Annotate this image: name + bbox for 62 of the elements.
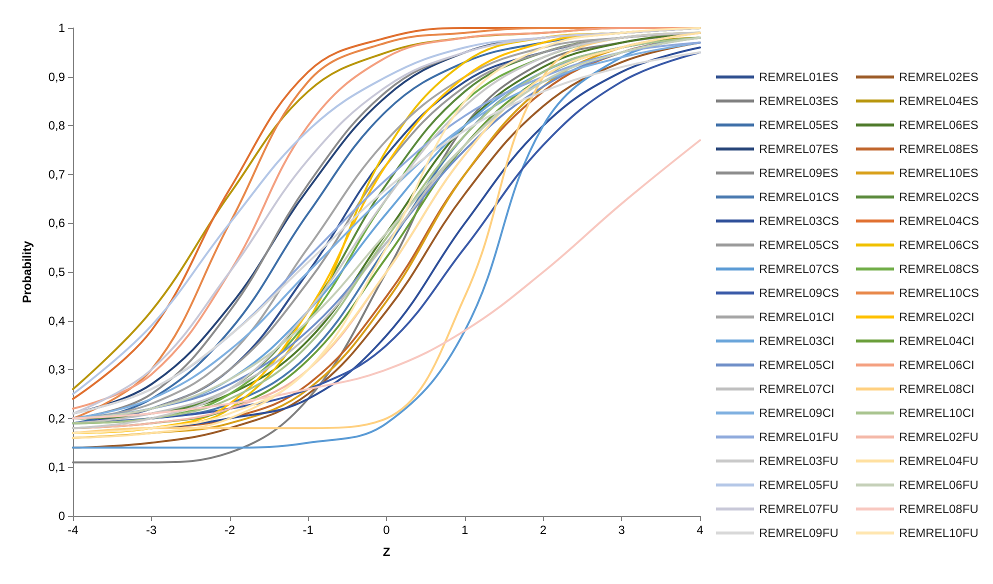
y-tick-label: 0,7: [48, 167, 66, 182]
legend-label: REMREL06ES: [899, 118, 978, 132]
legend-label: REMREL02CS: [899, 190, 980, 204]
y-tick-label: 0,2: [48, 411, 66, 426]
legend-label: REMREL01ES: [759, 70, 838, 84]
legend-label: REMREL07CS: [759, 262, 840, 276]
legend-label: REMREL05ES: [759, 118, 838, 132]
legend-label: REMREL09CI: [759, 406, 834, 420]
legend-label: REMREL03CI: [759, 334, 834, 348]
x-tick-label: 2: [540, 523, 547, 537]
x-axis-title: Z: [382, 545, 390, 559]
legend-label: REMREL08FU: [899, 502, 978, 516]
y-tick-label: 0,4: [48, 314, 66, 328]
y-tick-label: 0,9: [48, 70, 66, 84]
legend-label: REMREL03CS: [759, 214, 840, 228]
x-tick-label: -4: [68, 523, 79, 537]
legend-label: REMREL04CI: [899, 334, 974, 348]
legend-label: REMREL02ES: [899, 70, 978, 84]
legend-label: REMREL09CS: [759, 286, 840, 300]
legend-label: REMREL09ES: [759, 166, 838, 180]
legend-label: REMREL06CS: [899, 238, 980, 252]
legend-label: REMREL07CI: [759, 382, 834, 396]
legend-label: REMREL06FU: [899, 478, 978, 492]
legend-label: REMREL04FU: [899, 454, 978, 468]
legend-label: REMREL07FU: [759, 502, 838, 516]
legend-label: REMREL01CS: [759, 190, 840, 204]
legend-label: REMREL02FU: [899, 430, 978, 444]
legend-label: REMREL02CI: [899, 310, 974, 324]
x-tick-label: -2: [224, 523, 236, 537]
legend-label: REMREL05CS: [759, 238, 840, 252]
legend-label: REMREL10FU: [899, 526, 978, 540]
legend-label: REMREL03ES: [759, 94, 838, 108]
legend-label: REMREL05CI: [759, 358, 834, 372]
y-tick-label: 0,6: [48, 216, 66, 230]
legend-label: REMREL10CI: [899, 406, 974, 420]
y-tick-label: 0,3: [48, 362, 66, 377]
legend-label: REMREL05FU: [759, 478, 838, 492]
y-tick-label: 0: [58, 509, 66, 523]
y-tick-label: 0,8: [48, 118, 66, 133]
legend-label: REMREL03FU: [759, 454, 838, 468]
legend-label: REMREL08ES: [899, 142, 978, 156]
x-tick-label: 0: [383, 523, 390, 537]
y-axis-title: Probability: [20, 240, 34, 304]
legend-label: REMREL08CS: [899, 262, 980, 276]
legend-label: REMREL08CI: [899, 382, 974, 396]
legend-label: REMREL04CS: [899, 214, 980, 228]
x-tick-label: -3: [146, 523, 158, 537]
legend-label: REMREL10CS: [899, 286, 980, 300]
x-tick-label: -1: [302, 523, 314, 537]
legend-label: REMREL04ES: [899, 94, 978, 108]
y-tick-label: 0,5: [48, 265, 66, 279]
legend-label: REMREL09FU: [759, 526, 838, 540]
legend-label: REMREL06CI: [899, 358, 974, 372]
legend-label: REMREL10ES: [899, 166, 978, 180]
y-tick-label: 0,1: [48, 460, 66, 474]
x-tick-label: 4: [696, 523, 704, 537]
legend-label: REMREL07ES: [759, 142, 838, 156]
y-tick-label: 1: [58, 21, 66, 35]
legend-label: REMREL01CI: [759, 310, 834, 324]
x-tick-label: 1: [462, 523, 469, 537]
legend-label: REMREL01FU: [759, 430, 838, 444]
x-tick-label: 3: [618, 523, 626, 537]
